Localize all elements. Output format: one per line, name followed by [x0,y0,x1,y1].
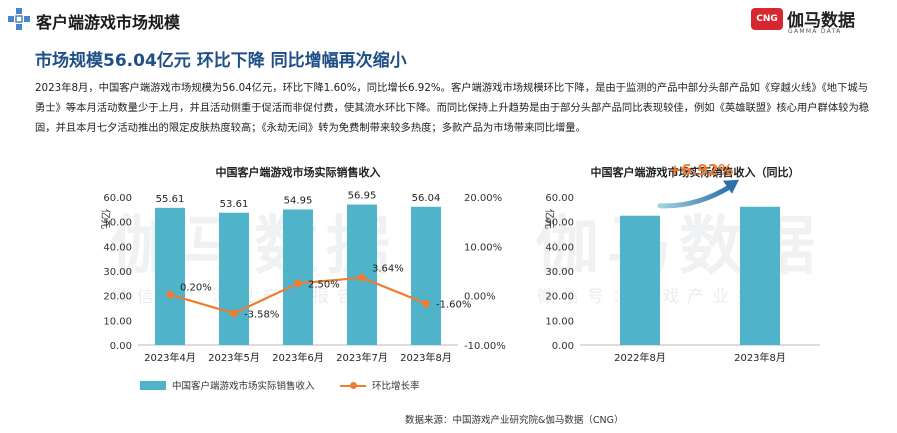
brand-sub: GAMMA DATA [788,28,842,35]
growth-arrow [657,184,733,209]
growth-point [230,309,238,318]
bar-value-label: 55.61 [156,194,185,205]
growth-point [358,273,366,282]
revenue-bar [219,212,249,345]
brand-box: CNG [751,8,783,30]
y2-tick-label: 10.00% [464,242,502,253]
y2-tick-label: -10.00% [464,341,506,352]
y2-tick-label: 20.00% [464,193,502,204]
logo-icon [8,8,30,30]
chart-title: 中国客户端游戏市场实际销售收入（同比） [591,165,800,179]
growth-label: 3.64% [372,264,404,275]
growth-label: -3.58% [244,309,279,320]
chart-title: 中国客户端游戏市场实际销售收入 [216,165,381,179]
summary-paragraph: 2023年8月，中国客户端游戏市场规模为56.04亿元，环比下降1.60%，同比… [35,82,870,134]
data-source: 数据来源：中国游戏产业研究院&伽马数据（CNG） [405,415,624,426]
bar-value-label: 56.95 [348,191,377,202]
brand-name: 伽马数据 [787,11,855,31]
x-tick-label: 2023年8月 [400,351,452,364]
y-tick-label: 30.00 [545,267,574,278]
bar-value-label: 53.61 [220,199,249,210]
yoy-revenue-bar [740,206,780,345]
y-tick-label: 20.00 [103,292,132,303]
y-tick-label: 10.00 [103,316,132,327]
y-tick-label: 60.00 [545,193,574,204]
legend-swatch-bar [140,381,166,390]
page-title: 客户端游戏市场规模 [36,13,181,32]
y-tick-label: 0.00 [552,341,574,352]
headline: 市场规模56.04亿元 环比下降 同比增幅再次缩小 [35,51,407,71]
legend-label-growth: 环比增长率 [372,381,420,392]
growth-label: -1.60% [436,300,471,311]
x-tick-label: 2023年6月 [272,351,324,364]
x-tick-label: 2023年7月 [336,351,388,364]
y-tick-label: 20.00 [545,292,574,303]
revenue-bar [155,207,185,345]
yoy-revenue-chart: 中国客户端游戏市场实际销售收入（同比） 亿元 0.00 10.00 20.00 30.00… [543,161,820,364]
yoy-revenue-bar [620,215,660,345]
x-tick-label: 2023年4月 [144,351,196,364]
y-axis-label: 亿元 [543,209,556,229]
growth-label: 2.50% [308,279,340,290]
y-tick-label: 50.00 [545,218,574,229]
y-tick-label: 50.00 [103,218,132,229]
growth-point [422,299,430,308]
yoy-growth-annotation: +6.92% [669,161,734,179]
y-tick-label: 60.00 [103,193,132,204]
revenue-bar [411,206,441,345]
x-tick-label: 2022年8月 [614,351,666,364]
growth-point [166,290,174,299]
x-tick-label: 2023年8月 [734,351,786,364]
y-tick-label: 30.00 [103,267,132,278]
page-header: 客户端游戏市场规模 CNG 伽马数据 GAMMA DATA [0,0,897,40]
legend-label-revenue: 中国客户端游戏市场实际销售收入 [172,381,315,392]
y-tick-label: 40.00 [103,242,132,253]
growth-point [294,279,302,288]
legend-swatch-dot [350,382,357,389]
growth-arrow-head [723,179,739,194]
bar-value-label: 54.95 [284,195,313,206]
brand-logo: CNG 伽马数据 GAMMA DATA [751,6,871,36]
y-tick-label: 0.00 [110,341,132,352]
x-tick-label: 2023年5月 [208,351,260,364]
revenue-bar [283,209,313,345]
y2-tick-label: 0.00% [464,292,496,303]
y-tick-label: 40.00 [545,242,574,253]
growth-label: 0.20% [180,283,212,294]
y-axis-label: 亿元 [99,209,112,229]
y-tick-label: 10.00 [545,316,574,327]
bar-value-label: 56.04 [412,193,441,204]
